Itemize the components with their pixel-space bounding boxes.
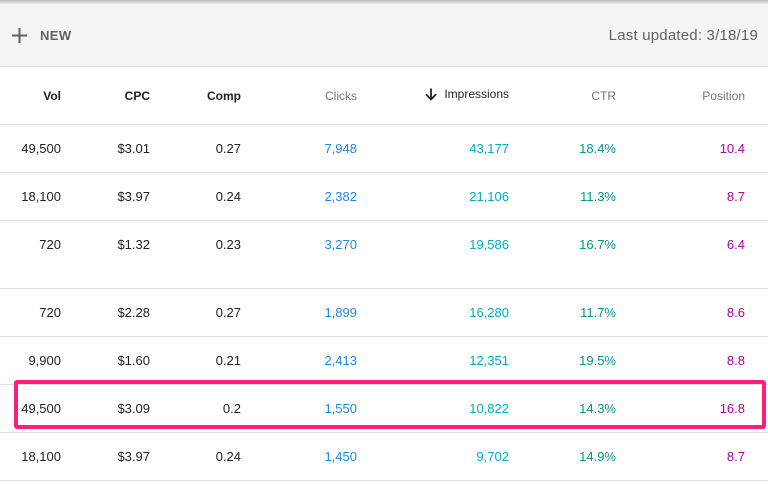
last-updated-text: Last updated: 3/18/19	[608, 26, 758, 44]
cell-cpc: $3.97	[77, 432, 166, 481]
cell-clicks: 2,413	[257, 336, 373, 385]
cell-comp: 0.21	[166, 336, 257, 385]
cell-vol: 18,100	[0, 172, 77, 221]
cell-impressions: 12,351	[373, 336, 525, 385]
cell-cpc: $1.60	[77, 336, 166, 385]
new-button[interactable]: NEW	[11, 27, 72, 44]
cell-cpc: $3.01	[77, 124, 166, 173]
cell-position: 8.8	[632, 336, 768, 385]
cell-clicks: 1,450	[257, 432, 373, 481]
cell-cpc: $2.28	[77, 288, 166, 337]
cell-cpc: $3.97	[77, 172, 166, 221]
cell-impressions: 19,586	[373, 220, 525, 289]
cell-vol: 49,500	[0, 384, 77, 433]
table-row[interactable]: 18,100 $3.97 0.24 2,382 21,106 11.3% 8.7	[0, 172, 768, 221]
cell-vol: 9,900	[0, 336, 77, 385]
cell-ctr: 19.5%	[525, 336, 632, 385]
cell-impressions: 21,106	[373, 172, 525, 221]
column-header-clicks[interactable]: Clicks	[257, 68, 373, 125]
cell-clicks: 2,382	[257, 172, 373, 221]
column-header-ctr[interactable]: CTR	[525, 68, 632, 125]
column-header-impressions-label: Impressions	[444, 87, 509, 102]
cell-ctr: 18.4%	[525, 124, 632, 173]
cell-position: 16.8	[632, 384, 768, 433]
column-header-comp[interactable]: Comp	[166, 68, 257, 125]
cell-clicks: 3,270	[257, 220, 373, 289]
cell-ctr: 14.3%	[525, 384, 632, 433]
cell-vol: 18,100	[0, 432, 77, 481]
toolbar: NEW Last updated: 3/18/19	[0, 4, 768, 67]
arrow-down-icon	[425, 88, 437, 104]
cell-position: 10.4	[632, 124, 768, 173]
table-row[interactable]: 720 $2.28 0.27 1,899 16,280 11.7% 8.6	[0, 288, 768, 337]
column-header-impressions[interactable]: Impressions	[373, 68, 525, 125]
cell-position: 8.7	[632, 172, 768, 221]
table-row-highlighted[interactable]: 49,500 $3.09 0.2 1,550 10,822 14.3% 16.8	[0, 384, 768, 433]
cell-cpc: $1.32	[77, 220, 166, 289]
cell-ctr: 14.9%	[525, 432, 632, 481]
cell-comp: 0.23	[166, 220, 257, 289]
cell-vol: 720	[0, 220, 77, 289]
cell-ctr: 11.7%	[525, 288, 632, 337]
plus-icon	[11, 27, 28, 44]
cell-clicks: 1,899	[257, 288, 373, 337]
cell-impressions: 9,702	[373, 432, 525, 481]
cell-comp: 0.27	[166, 288, 257, 337]
cell-vol: 720	[0, 288, 77, 337]
cell-impressions: 10,822	[373, 384, 525, 433]
cell-vol: 49,500	[0, 124, 77, 173]
keyword-table: Vol CPC Comp Clicks Impressions CTR Posi…	[0, 68, 768, 481]
table-header-row: Vol CPC Comp Clicks Impressions CTR Posi…	[0, 68, 768, 125]
cell-position: 6.4	[632, 220, 768, 289]
cell-position: 8.6	[632, 288, 768, 337]
cell-comp: 0.24	[166, 432, 257, 481]
table-row[interactable]: 720 $1.32 0.23 3,270 19,586 16.7% 6.4	[0, 220, 768, 289]
new-button-label: NEW	[40, 27, 72, 43]
cell-comp: 0.2	[166, 384, 257, 433]
cell-clicks: 1,550	[257, 384, 373, 433]
cell-clicks: 7,948	[257, 124, 373, 173]
cell-position: 8.7	[632, 432, 768, 481]
column-header-vol[interactable]: Vol	[0, 68, 77, 125]
cell-ctr: 11.3%	[525, 172, 632, 221]
cell-comp: 0.24	[166, 172, 257, 221]
top-shadow	[0, 0, 768, 4]
table-row[interactable]: 18,100 $3.97 0.24 1,450 9,702 14.9% 8.7	[0, 432, 768, 481]
table-row[interactable]: 9,900 $1.60 0.21 2,413 12,351 19.5% 8.8	[0, 336, 768, 385]
column-header-position[interactable]: Position	[632, 68, 768, 125]
cell-cpc: $3.09	[77, 384, 166, 433]
cell-impressions: 43,177	[373, 124, 525, 173]
cell-ctr: 16.7%	[525, 220, 632, 289]
cell-impressions: 16,280	[373, 288, 525, 337]
cell-comp: 0.27	[166, 124, 257, 173]
column-header-cpc[interactable]: CPC	[77, 68, 166, 125]
table-row[interactable]: 49,500 $3.01 0.27 7,948 43,177 18.4% 10.…	[0, 124, 768, 173]
